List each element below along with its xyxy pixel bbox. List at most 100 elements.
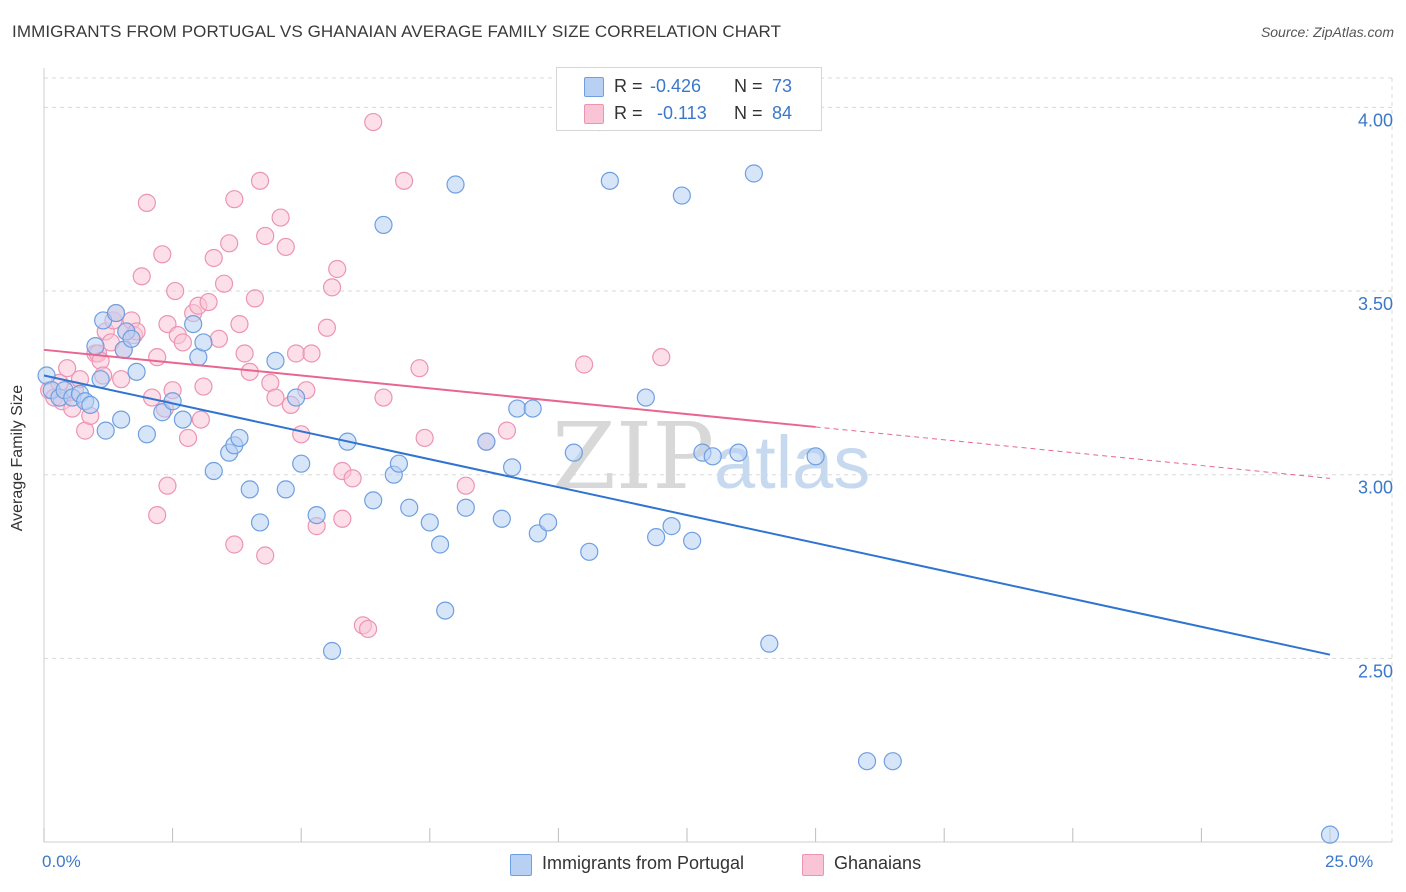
ghanaians-point bbox=[456, 476, 475, 495]
y-tick-label: 2.50 bbox=[1358, 661, 1393, 681]
ghanaians-point bbox=[153, 245, 172, 264]
portugal-point bbox=[122, 329, 141, 348]
ghanaians-point bbox=[394, 171, 414, 190]
ghanaians-point bbox=[148, 348, 167, 367]
ghanaians-point bbox=[148, 505, 167, 525]
portugal-point bbox=[456, 498, 475, 517]
ghanaians-point bbox=[191, 410, 210, 429]
ghanaians-point bbox=[225, 535, 244, 554]
ghanaians-point bbox=[214, 274, 234, 293]
legend-swatch-ghanaians bbox=[802, 854, 824, 876]
ghanaians-point bbox=[194, 377, 213, 396]
portugal-point bbox=[744, 164, 763, 183]
ghanaians-point bbox=[204, 248, 223, 268]
ghanaians-point bbox=[245, 289, 265, 308]
ghanaians-point bbox=[364, 112, 383, 132]
portugal-point bbox=[760, 634, 779, 653]
legend-swatch-ghanaians bbox=[584, 104, 604, 124]
portugal-point bbox=[539, 513, 558, 532]
portugal-point bbox=[564, 443, 583, 462]
portugal-point bbox=[857, 752, 877, 771]
portugal-point bbox=[806, 447, 825, 466]
portugal-point bbox=[389, 454, 409, 473]
legend-n-value: 84 bbox=[772, 103, 793, 123]
portugal-point bbox=[729, 443, 748, 462]
legend-n-label: N = bbox=[734, 103, 763, 123]
ghanaians-point bbox=[652, 348, 671, 367]
portugal-point bbox=[374, 215, 393, 235]
ghanaians-point bbox=[112, 370, 131, 389]
portugal-point bbox=[266, 351, 285, 370]
portugal-point bbox=[292, 454, 311, 473]
portugal-point bbox=[106, 303, 126, 323]
legend-r-label: R = bbox=[614, 76, 643, 96]
portugal-point bbox=[322, 641, 342, 661]
legend-swatch-portugal bbox=[584, 77, 604, 97]
portugal-point bbox=[430, 535, 450, 554]
portugal-point bbox=[173, 410, 192, 429]
y-tick-label: 3.50 bbox=[1358, 294, 1393, 314]
portugal-trend-line bbox=[43, 374, 1331, 656]
portugal-point bbox=[1320, 825, 1340, 844]
portugal-point bbox=[400, 498, 419, 517]
portugal-point bbox=[662, 517, 681, 536]
portugal-point bbox=[647, 528, 666, 547]
legend-label-ghanaians: Ghanaians bbox=[834, 853, 922, 873]
portugal-point bbox=[240, 480, 259, 499]
ghanaians-point bbox=[271, 208, 290, 227]
legend-row-ghanaians: R = -0.113 N = 84 bbox=[557, 101, 821, 127]
portugal-point bbox=[194, 333, 213, 352]
ghanaians-point bbox=[292, 425, 311, 444]
y-tick-label: 3.00 bbox=[1358, 478, 1393, 498]
portugal-point bbox=[600, 171, 619, 190]
legend-label-portugal: Immigrants from Portugal bbox=[542, 853, 745, 873]
ghanaians-point bbox=[328, 259, 347, 279]
portugal-point bbox=[286, 388, 306, 407]
y-tick-label: 4.00 bbox=[1358, 110, 1393, 130]
axes bbox=[43, 68, 1392, 843]
ghanaians-point bbox=[209, 329, 228, 348]
portugal-point bbox=[672, 186, 691, 205]
legend-r-value: -0.113 bbox=[657, 103, 707, 123]
ghanaians-point bbox=[415, 428, 434, 448]
portugal-point bbox=[446, 175, 465, 194]
ghanaians-point bbox=[358, 619, 378, 639]
ghanaians-points bbox=[40, 112, 671, 639]
chart-source: Source: ZipAtlas.com bbox=[1260, 24, 1394, 40]
legend-row-portugal: R = -0.426 N = 73 bbox=[557, 74, 821, 100]
ghanaians-point bbox=[230, 314, 249, 334]
x-tick-max: 25.0% bbox=[1325, 852, 1374, 871]
portugal-point bbox=[250, 513, 270, 532]
ghanaians-point bbox=[132, 267, 151, 286]
ghanaians-point bbox=[256, 546, 275, 565]
portugal-point bbox=[112, 410, 131, 429]
ghanaians-point bbox=[302, 344, 321, 363]
legend-r-label: R = bbox=[614, 103, 643, 123]
portugal-point bbox=[523, 399, 542, 418]
ghanaians-point bbox=[250, 171, 270, 190]
portugal-point bbox=[307, 505, 326, 525]
portugal-point bbox=[508, 399, 527, 418]
ghanaians-point bbox=[410, 359, 429, 378]
portugal-point bbox=[420, 513, 439, 532]
y-axis-label: Average Family Size bbox=[9, 384, 26, 532]
portugal-point bbox=[184, 314, 203, 334]
portugal-point bbox=[91, 370, 110, 389]
ghanaians-point bbox=[220, 234, 239, 253]
correlation-legend: R = -0.426 N = 73 R = -0.113 N = 84 bbox=[556, 67, 822, 131]
ghanaians-point bbox=[235, 344, 254, 363]
ghanaians-point bbox=[199, 292, 218, 312]
portugal-point bbox=[364, 491, 383, 510]
portugal-point bbox=[96, 421, 115, 440]
ghanaians-point bbox=[374, 388, 393, 407]
portugal-point bbox=[276, 480, 295, 499]
legend-swatch-portugal bbox=[510, 854, 532, 876]
portugal-point bbox=[492, 509, 511, 528]
ghanaians-point bbox=[266, 388, 285, 407]
portugal-point bbox=[683, 531, 702, 550]
x-tick-min: 0.0% bbox=[42, 852, 81, 871]
portugal-point bbox=[883, 752, 902, 771]
portugal-point bbox=[137, 425, 156, 444]
trend-lines bbox=[43, 348, 1331, 656]
watermark-atlas: atlas bbox=[714, 421, 870, 504]
